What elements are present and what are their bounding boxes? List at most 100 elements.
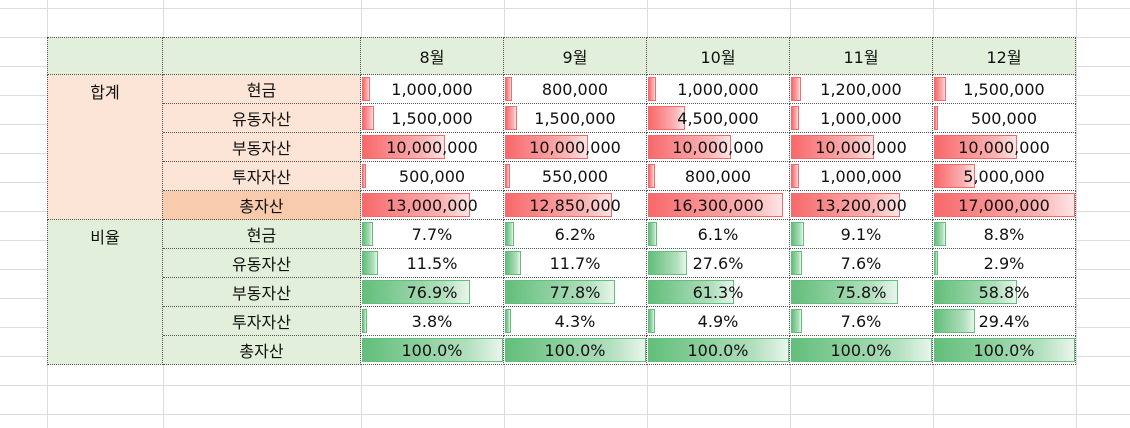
row-label-cell[interactable]: 유동자산 (163, 249, 361, 278)
data-bar-cell[interactable]: 100.0% (933, 336, 1076, 365)
data-bar-cell[interactable]: 3.8% (361, 307, 504, 336)
data-bar-cell[interactable]: 100.0% (647, 336, 790, 365)
data-bar (505, 77, 512, 101)
month-label: 12월 (986, 48, 1022, 67)
data-bar-cell[interactable]: 500,000 (933, 104, 1076, 133)
data-bar-cell[interactable]: 76.9% (361, 278, 504, 307)
cell-value: 500,000 (398, 166, 466, 186)
data-bar-cell[interactable]: 77.8% (504, 278, 647, 307)
data-bar (648, 106, 685, 130)
group-label-cell[interactable]: 합계 (47, 75, 163, 220)
data-bar-cell[interactable]: 8.8% (933, 220, 1076, 249)
data-bar-cell[interactable]: 13,000,000 (361, 191, 504, 220)
row-label: 총자산 (239, 342, 284, 361)
data-bar (505, 280, 615, 304)
data-bar-cell[interactable]: 10,000,000 (361, 133, 504, 162)
cell-value: 76.9% (406, 282, 458, 302)
data-bar-cell[interactable]: 75.8% (790, 278, 933, 307)
data-bar-cell[interactable]: 13,200,000 (790, 191, 933, 220)
data-bar-cell[interactable]: 1,500,000 (933, 75, 1076, 104)
data-bar (362, 193, 470, 217)
cell-value: 10,000,000 (386, 137, 478, 157)
row-label-cell[interactable]: 부동자산 (163, 278, 361, 307)
data-bar-cell[interactable]: 100.0% (504, 336, 647, 365)
data-bar-cell[interactable]: 500,000 (361, 162, 504, 191)
row-label-cell[interactable]: 부동자산 (163, 133, 361, 162)
data-bar-cell[interactable]: 1,000,000 (790, 162, 933, 191)
data-bar-cell[interactable]: 9.1% (790, 220, 933, 249)
data-bar-cell[interactable]: 10,000,000 (504, 133, 647, 162)
data-bar-cell[interactable]: 1,500,000 (504, 104, 647, 133)
header-label-cell[interactable] (163, 37, 361, 75)
data-bar-cell[interactable]: 1,000,000 (790, 104, 933, 133)
month-header[interactable]: 9월 (504, 37, 647, 75)
data-bar-cell[interactable]: 1,000,000 (361, 75, 504, 104)
row-label-cell[interactable]: 투자자산 (163, 307, 361, 336)
data-bar-cell[interactable]: 800,000 (504, 75, 647, 104)
data-bar-cell[interactable]: 61.3% (647, 278, 790, 307)
row-label-cell[interactable]: 유동자산 (163, 104, 361, 133)
group-label-cell[interactable]: 비율 (47, 220, 163, 365)
data-bar (362, 309, 367, 333)
row-label-cell[interactable]: 현금 (163, 75, 361, 104)
data-bar-cell[interactable]: 1,500,000 (361, 104, 504, 133)
cell-value: 7.6% (840, 311, 882, 331)
data-bar-cell[interactable]: 1,000,000 (647, 75, 790, 104)
month-header[interactable]: 11월 (790, 37, 933, 75)
data-bar-cell[interactable]: 10,000,000 (790, 133, 933, 162)
data-bar-cell[interactable]: 27.6% (647, 249, 790, 278)
data-bar (505, 193, 612, 217)
data-bar-cell[interactable]: 550,000 (504, 162, 647, 191)
header-corner-cell[interactable] (47, 37, 163, 75)
data-bar-cell[interactable]: 11.5% (361, 249, 504, 278)
data-bar-cell[interactable]: 29.4% (933, 307, 1076, 336)
data-bar (362, 251, 378, 275)
data-bar (934, 193, 1075, 217)
data-bar (648, 309, 655, 333)
row-label-cell[interactable]: 현금 (163, 220, 361, 249)
month-header[interactable]: 12월 (933, 37, 1076, 75)
data-bar-cell[interactable]: 6.1% (647, 220, 790, 249)
cell-value: 100.0% (830, 340, 892, 360)
data-bar-cell[interactable]: 7.7% (361, 220, 504, 249)
data-bar-cell[interactable]: 4.9% (647, 307, 790, 336)
data-bar-cell[interactable]: 4.3% (504, 307, 647, 336)
cell-value: 7.6% (840, 253, 882, 273)
row-label: 총자산 (239, 197, 284, 216)
row-label-cell[interactable]: 투자자산 (163, 162, 361, 191)
cell-value: 6.2% (554, 224, 596, 244)
cell-value: 10,000,000 (815, 137, 907, 157)
data-bar-cell[interactable]: 100.0% (361, 336, 504, 365)
data-bar-cell[interactable]: 100.0% (790, 336, 933, 365)
cell-value: 4.9% (697, 311, 739, 331)
cell-value: 1,000,000 (677, 79, 759, 99)
data-bar-cell[interactable]: 7.6% (790, 249, 933, 278)
data-bar-cell[interactable]: 1,200,000 (790, 75, 933, 104)
data-bar-cell[interactable]: 58.8% (933, 278, 1076, 307)
data-bar-cell[interactable]: 11.7% (504, 249, 647, 278)
data-bar (791, 106, 799, 130)
row-label: 부동자산 (232, 139, 291, 158)
cell-value: 10,000,000 (958, 137, 1050, 157)
month-header[interactable]: 10월 (647, 37, 790, 75)
data-bar-cell[interactable]: 16,300,000 (647, 191, 790, 220)
data-bar-cell[interactable]: 6.2% (504, 220, 647, 249)
data-bar-cell[interactable]: 800,000 (647, 162, 790, 191)
cell-value: 75.8% (835, 282, 887, 302)
data-bar-cell[interactable]: 2.9% (933, 249, 1076, 278)
row-label-cell[interactable]: 총자산 (163, 191, 361, 220)
data-bar-cell[interactable]: 10,000,000 (647, 133, 790, 162)
data-bar-cell[interactable]: 5,000,000 (933, 162, 1076, 191)
data-bar-cell[interactable]: 7.6% (790, 307, 933, 336)
row-label-cell[interactable]: 총자산 (163, 336, 361, 365)
month-header[interactable]: 8월 (361, 37, 504, 75)
cell-value: 11.5% (406, 253, 458, 273)
data-bar-cell[interactable]: 4,500,000 (647, 104, 790, 133)
cell-value: 27.6% (692, 253, 744, 273)
cell-value: 16,300,000 (672, 195, 764, 215)
data-bar-cell[interactable]: 10,000,000 (933, 133, 1076, 162)
data-bar-cell[interactable]: 17,000,000 (933, 191, 1076, 220)
data-bar-cell[interactable]: 12,850,000 (504, 191, 647, 220)
group-label: 합계 (90, 83, 120, 102)
data-bar (934, 222, 946, 246)
